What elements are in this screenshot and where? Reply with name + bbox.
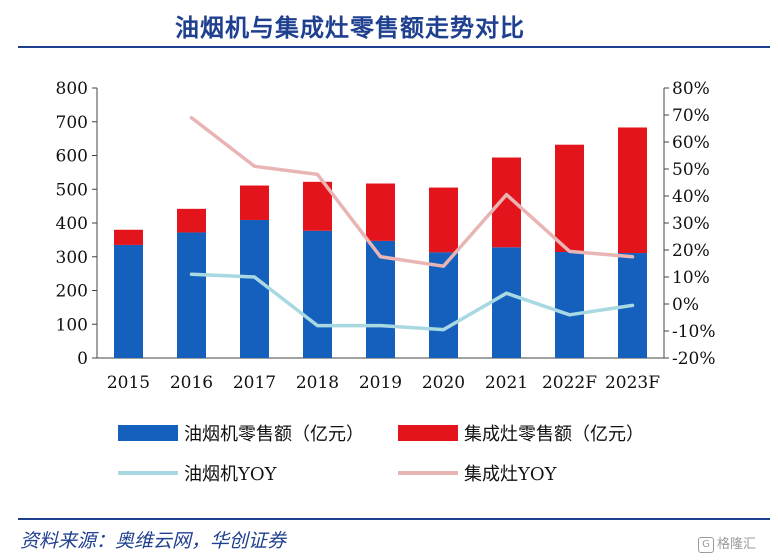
- legend-label: 集成灶YOY: [464, 464, 558, 485]
- legend-label: 油烟机零售额（亿元）: [184, 424, 364, 445]
- bar-integrated-stove: [114, 229, 143, 245]
- x-tick-label: 2021: [485, 373, 528, 393]
- y-tick-label-left: 100: [56, 315, 88, 335]
- y-tick-label-right: 0%: [672, 295, 699, 315]
- y-tick-label-left: 0: [77, 349, 88, 369]
- y-tick-label-right: -20%: [672, 349, 716, 369]
- bar-integrated-stove: [555, 144, 584, 253]
- legend-label: 油烟机YOY: [184, 464, 278, 485]
- y-tick-label-right: 30%: [672, 214, 710, 234]
- bar-integrated-stove: [618, 127, 647, 254]
- x-tick-label: 2023F: [605, 373, 660, 393]
- y-tick-label-left: 600: [56, 147, 88, 167]
- x-tick-label: 2015: [107, 373, 150, 393]
- bar-integrated-stove: [366, 183, 395, 241]
- watermark-logo-icon: G: [698, 536, 714, 553]
- x-tick-label: 2020: [422, 373, 465, 393]
- y-tick-label-right: 50%: [672, 160, 710, 180]
- line-range-hood-yoy: [189, 272, 635, 332]
- x-tick-label: 2017: [233, 373, 276, 393]
- bar-range-hood: [366, 240, 395, 358]
- bar-range-hood: [555, 252, 584, 358]
- x-tick-label: 2022F: [542, 373, 597, 393]
- line-integrated-stove-yoy: [189, 115, 635, 268]
- y-tick-label-right: 70%: [672, 106, 710, 126]
- bar-range-hood: [303, 230, 332, 358]
- x-tick-label: 2019: [359, 373, 402, 393]
- chart-title: 油烟机与集成灶零售额走势对比: [175, 14, 525, 42]
- y-tick-label-right: 40%: [672, 187, 710, 207]
- title-divider: [18, 46, 770, 48]
- y-tick-label-right: 80%: [672, 79, 710, 99]
- bar-integrated-stove: [240, 185, 269, 220]
- y-tick-label-left: 200: [56, 282, 88, 302]
- y-tick-label-left: 800: [56, 79, 88, 99]
- x-tick-label: 2016: [170, 373, 213, 393]
- x-tick-label: 2018: [296, 373, 339, 393]
- legend-swatch: [398, 425, 458, 441]
- y-tick-label-left: 700: [56, 113, 88, 133]
- footer-divider: [18, 518, 770, 520]
- bar-range-hood: [429, 252, 458, 358]
- legend-swatch: [118, 425, 178, 441]
- bar-range-hood: [177, 232, 206, 358]
- y-tick-label-right: 20%: [672, 241, 710, 261]
- y-tick-label-right: -10%: [672, 322, 716, 342]
- bar-range-hood: [240, 219, 269, 358]
- bar-integrated-stove: [429, 187, 458, 253]
- bar-range-hood: [492, 247, 521, 358]
- watermark: G 格隆汇: [698, 533, 756, 553]
- y-tick-label-right: 60%: [672, 133, 710, 153]
- bar-integrated-stove: [303, 181, 332, 231]
- y-tick-label-right: 10%: [672, 268, 710, 288]
- watermark-text: 格隆汇: [717, 537, 757, 552]
- y-tick-label-left: 400: [56, 214, 88, 234]
- source-note: 资料来源：奥维云网，华创证券: [20, 530, 287, 552]
- y-tick-label-left: 300: [56, 248, 88, 268]
- bar-integrated-stove: [177, 208, 206, 233]
- chart: 0 100 200 300 400 500 600 700 800 -20% -10% 0% 10% 20…: [56, 79, 716, 485]
- y-tick-label-left: 500: [56, 180, 88, 200]
- legend-label: 集成灶零售额（亿元）: [464, 424, 644, 445]
- bar-range-hood: [114, 244, 143, 358]
